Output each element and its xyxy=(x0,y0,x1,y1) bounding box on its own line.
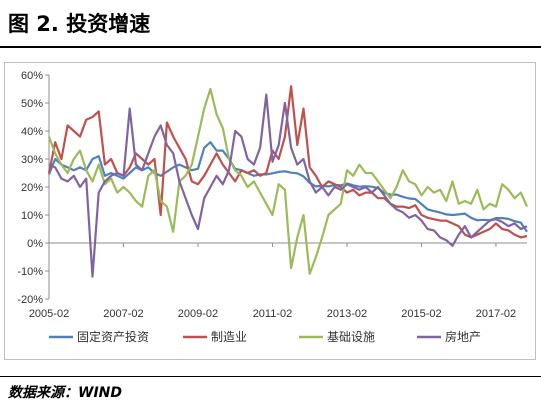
source-divider xyxy=(0,376,541,377)
legend-label: 房地产 xyxy=(445,329,481,344)
x-tick-label: 2013-02 xyxy=(327,308,367,320)
source-value: WIND xyxy=(78,385,122,401)
investment-growth-chart: -20% -10% 0% 10% 20% 30% 40% 50% 60% 2005-02 2007-… xyxy=(17,70,529,344)
y-tick-label: 40% xyxy=(21,126,43,138)
legend-label: 固定资产投资 xyxy=(77,329,149,344)
chart-axes: -20% -10% 0% 10% 20% 30% 40% 50% 60% 2005-02 2007-… xyxy=(17,70,527,320)
series-line xyxy=(48,93,528,278)
x-tick-label: 2007-02 xyxy=(103,308,143,320)
title-divider xyxy=(0,46,541,48)
source-label: 数据来源： xyxy=(8,385,78,401)
y-tick-label: 10% xyxy=(21,210,43,222)
x-tick-label: 2017-02 xyxy=(476,308,516,320)
y-tick-label: 60% xyxy=(21,70,43,82)
source-note: 数据来源：WIND xyxy=(8,381,122,405)
y-tick-label: 20% xyxy=(21,182,43,194)
y-tick-label: 0% xyxy=(27,238,43,250)
series-line xyxy=(47,141,528,233)
series-line xyxy=(47,87,529,275)
legend-label: 制造业 xyxy=(211,330,247,344)
legend-label: 基础设施 xyxy=(327,330,375,344)
chart-frame: -20% -10% 0% 10% 20% 30% 40% 50% 60% 2005-02 2007-… xyxy=(4,62,536,360)
y-tick-label: 50% xyxy=(21,98,43,110)
y-tick-label: -20% xyxy=(17,294,43,306)
figure-title: 图 2. 投资增速 xyxy=(8,12,151,36)
y-tick-label: -10% xyxy=(17,266,43,278)
x-tick-label: 2009-02 xyxy=(178,308,218,320)
x-tick-label: 2005-02 xyxy=(29,308,69,320)
chart-series xyxy=(47,85,529,278)
chart-legend: 固定资产投资 制造业 基础设施 房地产 xyxy=(49,329,481,344)
x-tick-label: 2015-02 xyxy=(401,308,441,320)
x-tick-label: 2011-02 xyxy=(253,308,293,320)
y-tick-label: 30% xyxy=(21,154,43,166)
series-line xyxy=(47,85,528,239)
